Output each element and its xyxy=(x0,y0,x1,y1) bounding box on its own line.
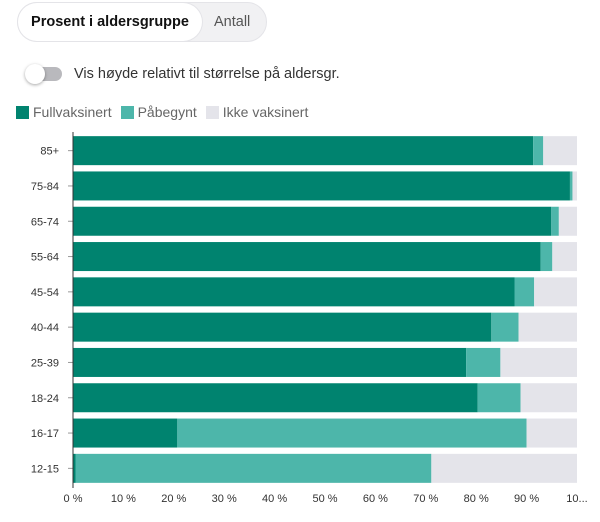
y-tick-label: 75-84 xyxy=(31,181,59,193)
x-tick-label: 60 % xyxy=(363,493,388,505)
bar-segment-ikke-vaksinert[interactable] xyxy=(431,453,577,483)
bar-segment-fullvaksinert[interactable] xyxy=(73,136,534,166)
bar-segment-fullvaksinert[interactable] xyxy=(73,418,178,448)
legend-swatch-started xyxy=(120,105,134,119)
bar-segment-ikke-vaksinert[interactable] xyxy=(572,171,577,201)
bar-segment-pabegynt[interactable] xyxy=(514,277,535,307)
y-tick-label: 40-44 xyxy=(31,322,59,334)
bar-segment-pabegynt[interactable] xyxy=(491,312,519,342)
legend-label: Påbegynt xyxy=(137,104,197,120)
bar-segment-fullvaksinert[interactable] xyxy=(73,453,76,483)
x-tick-label: 0 % xyxy=(64,493,83,505)
bar-segment-pabegynt[interactable] xyxy=(466,347,501,377)
bar-segment-fullvaksinert[interactable] xyxy=(73,277,515,307)
legend-item-unvaccinated[interactable]: Ikke vaksinert xyxy=(205,104,309,120)
bar-segment-pabegynt[interactable] xyxy=(540,242,553,272)
x-tick-label: 50 % xyxy=(312,493,337,505)
tab-count[interactable]: Antall xyxy=(214,14,251,30)
legend-item-full[interactable]: Fullvaksinert xyxy=(16,104,112,120)
legend-label: Fullvaksinert xyxy=(33,104,112,120)
x-tick-label: 70 % xyxy=(413,493,438,505)
bar-segment-ikke-vaksinert[interactable] xyxy=(520,383,577,413)
x-tick-label: 10... xyxy=(566,493,587,505)
bar-segment-ikke-vaksinert[interactable] xyxy=(526,418,577,448)
relative-height-toggle-row: Vis høyde relativt til størrelse på alde… xyxy=(25,63,340,85)
bar-segment-ikke-vaksinert[interactable] xyxy=(518,312,577,342)
toggle-knob xyxy=(25,64,45,84)
y-tick-label: 45-54 xyxy=(31,287,59,299)
bar-segment-fullvaksinert[interactable] xyxy=(73,206,552,236)
bar-segment-pabegynt[interactable] xyxy=(477,383,521,413)
x-tick-label: 90 % xyxy=(514,493,539,505)
bar-segment-ikke-vaksinert[interactable] xyxy=(543,136,577,166)
bar-segment-pabegynt[interactable] xyxy=(569,171,573,201)
bar-segment-ikke-vaksinert[interactable] xyxy=(558,206,577,236)
x-tick-label: 10 % xyxy=(111,493,136,505)
x-tick-label: 40 % xyxy=(262,493,287,505)
view-mode-tabs: Prosent i aldersgruppe Antall xyxy=(17,2,267,42)
y-tick-label: 85+ xyxy=(40,146,59,158)
relative-height-toggle[interactable] xyxy=(25,64,62,84)
y-tick-label: 65-74 xyxy=(31,216,59,228)
bar-segment-ikke-vaksinert[interactable] xyxy=(500,347,577,377)
bar-segment-fullvaksinert[interactable] xyxy=(73,383,478,413)
x-tick-label: 80 % xyxy=(464,493,489,505)
y-tick-label: 16-17 xyxy=(31,428,59,440)
bar-segment-ikke-vaksinert[interactable] xyxy=(534,277,577,307)
legend: Fullvaksinert Påbegynt Ikke vaksinert xyxy=(16,104,317,120)
legend-swatch-unvaccinated xyxy=(205,105,219,119)
legend-swatch-full xyxy=(16,105,29,119)
bar-segment-fullvaksinert[interactable] xyxy=(73,347,467,377)
bar-segment-pabegynt[interactable] xyxy=(177,418,527,448)
y-tick-label: 55-64 xyxy=(31,252,59,264)
bar-segment-pabegynt[interactable] xyxy=(533,136,544,166)
y-tick-label: 25-39 xyxy=(31,357,59,369)
legend-item-started[interactable]: Påbegynt xyxy=(120,104,197,120)
x-tick-label: 20 % xyxy=(161,493,186,505)
bar-segment-fullvaksinert[interactable] xyxy=(73,242,541,272)
bar-segment-fullvaksinert[interactable] xyxy=(73,312,492,342)
bar-segment-pabegynt[interactable] xyxy=(75,453,432,483)
y-tick-label: 12-15 xyxy=(31,463,59,475)
bar-segment-fullvaksinert[interactable] xyxy=(73,171,570,201)
toggle-label: Vis høyde relativt til størrelse på alde… xyxy=(74,66,340,82)
x-tick-label: 30 % xyxy=(212,493,237,505)
bar-segment-ikke-vaksinert[interactable] xyxy=(552,242,577,272)
bar-segment-pabegynt[interactable] xyxy=(551,206,559,236)
legend-label: Ikke vaksinert xyxy=(222,104,309,120)
y-tick-label: 18-24 xyxy=(31,393,59,405)
tab-percent[interactable]: Prosent i aldersgruppe xyxy=(18,3,202,41)
